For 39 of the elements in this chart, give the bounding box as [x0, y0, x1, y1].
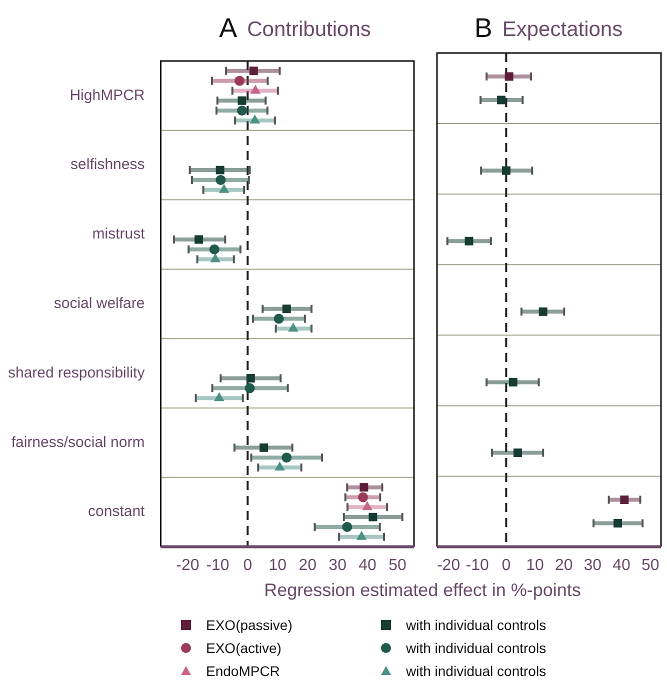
x-tick-label: 20: [554, 556, 573, 574]
legend-label: EXO(passive): [206, 616, 292, 632]
x-tick-label: 10: [268, 556, 287, 574]
x-tick-label: 30: [328, 556, 347, 574]
x-tick-label: -20: [436, 556, 460, 574]
chart-title: A Contributions: [219, 13, 371, 44]
x-tick-label: -10: [206, 556, 230, 574]
point: [508, 378, 518, 386]
legend-label: with individual controls: [406, 616, 546, 632]
y-tick-label: constant: [88, 503, 146, 520]
point: [538, 307, 548, 316]
x-axis-title: Regression estimated effect in %-points: [263, 580, 582, 601]
x-tick-label: -20: [176, 556, 200, 574]
legend-label: EndoMPCR: [206, 662, 280, 678]
x-tick-label: 50: [641, 556, 660, 574]
x-tick-label: 40: [612, 556, 631, 574]
x-tick-label: 20: [298, 556, 317, 574]
x-tick-label: 30: [584, 556, 602, 574]
y-tick-label: HighMPCR: [70, 86, 145, 104]
point: [614, 519, 622, 528]
point: [497, 96, 506, 104]
y-tick-label: social welfare: [54, 295, 145, 312]
point: [502, 166, 510, 175]
legend-label: EXO(active): [206, 640, 282, 656]
y-tick-label: fairness/social norm: [11, 434, 145, 451]
x-tick-label: 40: [358, 556, 377, 574]
y-tick-label: selfishness: [70, 156, 145, 174]
y-tick-label: shared responsibility: [8, 364, 146, 382]
legend-label: with individual controls: [406, 662, 546, 678]
x-tick-label: 50: [388, 556, 407, 574]
point: [513, 448, 522, 457]
point: [464, 236, 474, 246]
legend-label: with individual controls: [406, 640, 546, 656]
y-tick-label: mistrust: [92, 226, 146, 243]
chart-title: B Expectations: [474, 13, 623, 44]
x-tick-label: 0: [243, 556, 252, 574]
x-tick-label: -10: [466, 556, 490, 574]
x-tick-label: 10: [526, 556, 544, 574]
x-tick-label: 0: [502, 556, 511, 574]
